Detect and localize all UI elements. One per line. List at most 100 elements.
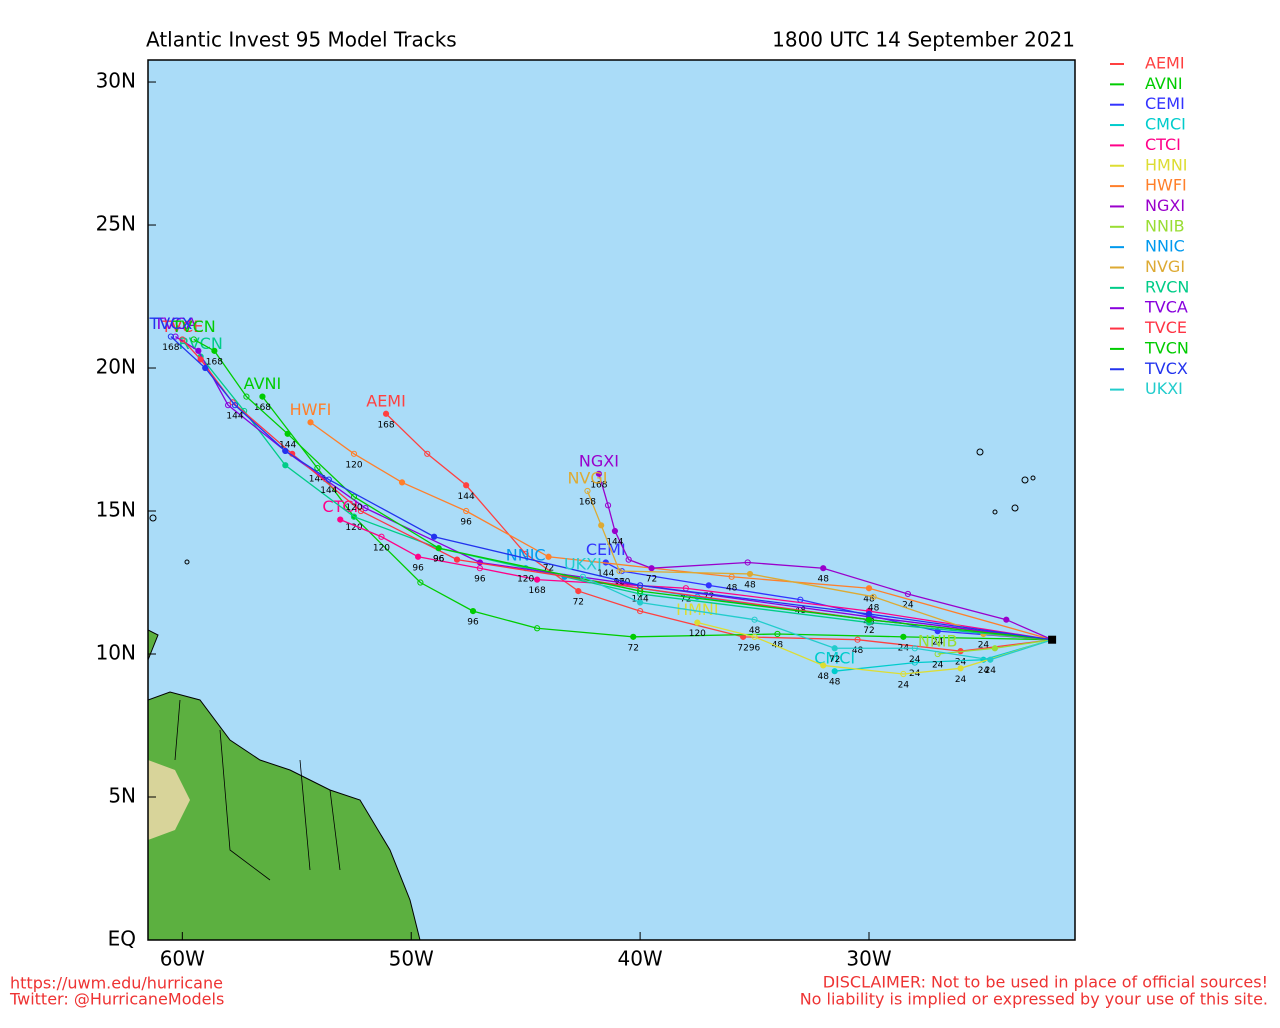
disclaimer: DISCLAIMER: Not to be used in place of o… bbox=[823, 973, 1268, 992]
map-date: 1800 UTC 14 September 2021 bbox=[772, 28, 1075, 52]
hour-label: 144 bbox=[458, 492, 475, 502]
tracks: 24487272144168AEMI24487296120144168AVNI2… bbox=[148, 314, 1053, 691]
hour-label: 168 bbox=[377, 420, 394, 430]
y-tick-label: 30N bbox=[96, 69, 136, 93]
legend-label: NNIC bbox=[1145, 237, 1185, 256]
hour-label: 168 bbox=[590, 480, 607, 490]
hour-label: 144 bbox=[320, 486, 337, 496]
hour-label: 24 bbox=[955, 675, 967, 685]
track-point bbox=[307, 419, 314, 426]
track-point bbox=[987, 656, 994, 663]
track-point bbox=[179, 336, 186, 343]
track-point bbox=[378, 533, 385, 540]
hour-label: 48 bbox=[744, 580, 756, 590]
legend-label: UKXI bbox=[1145, 379, 1183, 398]
track-point bbox=[357, 507, 364, 515]
track-point bbox=[957, 665, 964, 672]
track-point bbox=[637, 599, 644, 606]
track-line bbox=[170, 336, 1053, 641]
track-point bbox=[282, 462, 289, 469]
track-point bbox=[350, 450, 358, 457]
track-name: NNIC bbox=[506, 546, 546, 565]
track-point bbox=[705, 582, 712, 589]
track-point bbox=[900, 670, 907, 678]
hour-label: 96 bbox=[474, 575, 486, 585]
track-point bbox=[616, 567, 623, 575]
track-name: CEMI bbox=[586, 540, 626, 559]
legend-label: AVNI bbox=[1145, 74, 1183, 93]
track-point bbox=[282, 447, 289, 455]
track-point bbox=[435, 545, 442, 552]
track-name: TVCA bbox=[153, 314, 197, 333]
track-point bbox=[831, 668, 838, 675]
footer-link[interactable]: https://uwm.edu/hurricane bbox=[10, 974, 223, 993]
track-point bbox=[911, 645, 918, 652]
hour-label: 48 bbox=[749, 626, 761, 636]
track-name: AVNI bbox=[244, 374, 282, 393]
track-point bbox=[259, 393, 266, 400]
track-point bbox=[545, 553, 552, 560]
track-point bbox=[900, 633, 907, 640]
hour-label: 72 bbox=[829, 655, 840, 665]
track-point bbox=[911, 659, 918, 666]
hour-label: 24 bbox=[985, 666, 997, 676]
track-point bbox=[611, 527, 619, 535]
track-line bbox=[310, 421, 1053, 641]
track-point bbox=[630, 633, 637, 640]
hour-label: 48 bbox=[868, 603, 880, 613]
track-point bbox=[870, 593, 877, 600]
track-point bbox=[728, 573, 735, 580]
track-point bbox=[195, 347, 202, 354]
track-point bbox=[865, 616, 873, 623]
hour-label: 168 bbox=[579, 497, 596, 507]
track-point bbox=[197, 356, 204, 363]
legend-label: TVCX bbox=[1144, 359, 1188, 378]
track-name: HWFI bbox=[290, 400, 332, 419]
track-name: NGXI bbox=[579, 451, 619, 470]
track-point bbox=[648, 565, 655, 572]
track-point bbox=[424, 450, 431, 457]
track-point bbox=[190, 336, 197, 343]
y-tick-label: 20N bbox=[96, 355, 136, 379]
track-point bbox=[637, 582, 644, 589]
track-point bbox=[604, 502, 612, 509]
track-point bbox=[579, 573, 586, 580]
hour-label: 96 bbox=[412, 563, 424, 573]
legend-label: TVCN bbox=[1144, 338, 1189, 357]
y-tick-label: 10N bbox=[96, 641, 136, 665]
track-point bbox=[598, 522, 605, 529]
map-title: Atlantic Invest 95 Model Tracks bbox=[146, 28, 457, 52]
legend-label: HWFI bbox=[1145, 176, 1187, 195]
hour-label: 48 bbox=[852, 646, 864, 656]
hour-label: 24 bbox=[955, 658, 967, 668]
track-point bbox=[575, 587, 582, 595]
hour-label: 120 bbox=[345, 503, 362, 513]
start-marker bbox=[1048, 635, 1057, 644]
hour-label: 144 bbox=[606, 538, 623, 548]
hour-label: 72 bbox=[573, 598, 584, 608]
hour-label: 48 bbox=[817, 672, 829, 682]
hour-label: 72 bbox=[646, 575, 657, 585]
track-point bbox=[350, 493, 358, 500]
frame bbox=[147, 59, 1076, 941]
y-tick-label: 15N bbox=[96, 498, 136, 522]
hour-label: 96 bbox=[433, 555, 445, 565]
track-point bbox=[534, 576, 541, 583]
x-tick-label: 40W bbox=[617, 947, 662, 971]
track-point bbox=[865, 585, 873, 592]
track-point bbox=[854, 636, 861, 643]
track-point bbox=[694, 619, 701, 626]
track-point bbox=[350, 513, 358, 520]
track-line bbox=[340, 518, 1053, 641]
legend-label: NNIB bbox=[1145, 216, 1185, 235]
track-point bbox=[534, 625, 541, 632]
track-name: NNIB bbox=[918, 632, 958, 651]
footer-twitter: Twitter: @HurricaneModels bbox=[9, 990, 224, 1009]
track-point bbox=[337, 516, 344, 523]
track-point bbox=[202, 364, 209, 372]
track-line bbox=[193, 338, 1053, 641]
track-name: TVCN bbox=[171, 317, 216, 336]
legend-label: CTCI bbox=[1145, 135, 1181, 154]
hour-label: 120 bbox=[345, 523, 362, 533]
